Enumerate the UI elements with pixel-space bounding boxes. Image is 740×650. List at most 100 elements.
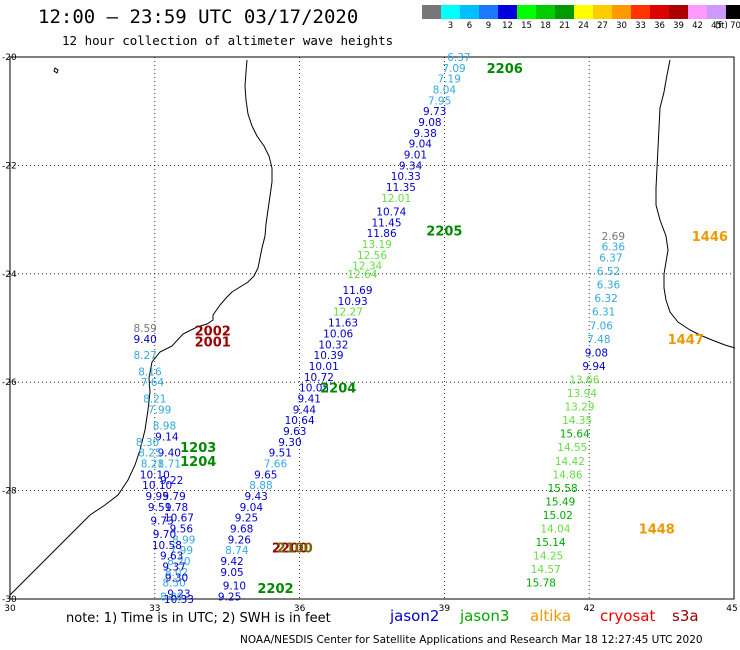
color-scale-cell bbox=[441, 5, 460, 19]
wave-height-value: 8.20 bbox=[167, 556, 190, 568]
wave-height-value: 10.32 bbox=[318, 339, 348, 351]
wave-height-value: 11.45 bbox=[371, 217, 401, 229]
wave-height-value: 8.74 bbox=[225, 545, 249, 557]
pass-time-label: 1203 bbox=[180, 441, 216, 456]
color-scale-cell bbox=[498, 5, 517, 19]
wave-height-value: 8.02 bbox=[165, 567, 188, 579]
wave-height-value: 7.95 bbox=[428, 95, 451, 107]
wave-height-value: 9.56 bbox=[170, 524, 194, 536]
wave-height-value: 9.30 bbox=[165, 572, 188, 584]
satellite-legend-cryosat: cryosat bbox=[600, 607, 656, 625]
wave-height-value: 9.79 bbox=[162, 491, 185, 503]
color-scale-label: 6 bbox=[466, 21, 473, 31]
wave-height-value: 8.88 bbox=[249, 480, 272, 492]
wave-height-value: 13.66 bbox=[569, 374, 599, 386]
wave-height-value: 10.10 bbox=[140, 469, 170, 481]
wave-height-value: 14.42 bbox=[555, 456, 585, 468]
color-scale-label: 30 bbox=[616, 21, 627, 31]
wave-height-value: 11.86 bbox=[367, 228, 397, 240]
wave-height-value: 8.98 bbox=[153, 421, 176, 433]
color-scale-label: 9 bbox=[485, 21, 492, 31]
wave-height-value: 14.04 bbox=[540, 524, 570, 536]
wave-height-value: 12.34 bbox=[352, 261, 382, 273]
satellite-legend-altika: altika bbox=[530, 607, 572, 625]
wave-height-value: 14.86 bbox=[552, 469, 582, 481]
wave-height-value: 9.78 bbox=[165, 502, 188, 514]
wave-height-value: 9.37 bbox=[162, 561, 185, 573]
wave-height-value: 9.44 bbox=[293, 404, 317, 416]
latitude-tick-label: -20 bbox=[2, 53, 17, 63]
wave-height-value: 14.55 bbox=[557, 442, 587, 454]
wave-height-value: 11.63 bbox=[328, 318, 358, 330]
color-scale-cell bbox=[726, 5, 740, 19]
pass-time-label: 2205 bbox=[426, 224, 462, 239]
wave-height-value: 6.52 bbox=[597, 266, 620, 278]
wave-height-value: 13.19 bbox=[362, 239, 392, 251]
island-outline bbox=[53, 67, 59, 74]
color-scale-cell bbox=[612, 5, 631, 19]
color-scale-cell bbox=[669, 5, 688, 19]
pass-time-label: 1204 bbox=[180, 455, 216, 470]
color-scale-label: 18 bbox=[540, 21, 551, 31]
color-scale-label: 12 bbox=[502, 21, 513, 31]
wave-height-value: 9.25 bbox=[235, 513, 258, 525]
wave-height-value: 6.32 bbox=[594, 293, 617, 305]
wave-height-value: 7.64 bbox=[141, 377, 165, 389]
wave-height-value: 10.06 bbox=[323, 328, 353, 340]
longitude-tick-label: 33 bbox=[149, 604, 160, 614]
color-scale-cell bbox=[536, 5, 555, 19]
color-scale-cell bbox=[555, 5, 574, 19]
color-scale-label: 21 bbox=[559, 21, 570, 31]
latitude-tick-label: -26 bbox=[2, 378, 17, 388]
wave-height-value: 9.41 bbox=[298, 393, 321, 405]
wave-height-value: 6.36 bbox=[597, 280, 621, 292]
color-scale-cell bbox=[574, 5, 593, 19]
wave-height-value: 7.99 bbox=[170, 545, 193, 557]
wave-height-value: 9.34 bbox=[399, 160, 423, 172]
wave-height-value: 7.06 bbox=[590, 320, 614, 332]
wave-height-value: 9.08 bbox=[418, 117, 441, 129]
wave-height-value: 10.64 bbox=[285, 415, 315, 427]
wave-height-value: 8.30 bbox=[136, 437, 159, 449]
wave-height-value: 9.65 bbox=[254, 469, 277, 481]
wave-height-value: 10.72 bbox=[304, 372, 334, 384]
color-scale-label: 39 bbox=[673, 21, 684, 31]
color-scale-cell bbox=[707, 5, 726, 19]
wave-height-value: 8.21 bbox=[143, 393, 166, 405]
wave-height-value: 9.94 bbox=[582, 361, 606, 373]
color-scale-cell bbox=[422, 5, 441, 19]
pass-time-label: 2202 bbox=[257, 582, 293, 597]
longitude-tick-label: 30 bbox=[4, 604, 16, 614]
latitude-tick-label: -30 bbox=[2, 595, 17, 605]
color-scale-label: 45 bbox=[711, 21, 722, 31]
madagascar-coastline bbox=[655, 59, 736, 349]
wave-height-value: 9.51 bbox=[148, 502, 171, 514]
wave-height-value: 6.37 bbox=[599, 253, 622, 265]
wave-height-value: 10.39 bbox=[314, 350, 344, 362]
wave-height-value: 9.63 bbox=[160, 551, 183, 563]
axis-labels: 30 33 36 39 42 45 -20 -22 -24 -26 -28 -30 bbox=[2, 53, 738, 614]
color-scale-cell bbox=[479, 5, 498, 19]
wave-height-value: 9.43 bbox=[244, 491, 267, 503]
wave-height-value: 9.04 bbox=[240, 502, 264, 514]
pass-time-label: 2200 bbox=[272, 542, 308, 557]
wave-height-value: 10.58 bbox=[152, 540, 182, 552]
longitude-tick-label: 39 bbox=[439, 604, 451, 614]
wave-height-value: 7.66 bbox=[264, 459, 288, 471]
wave-height-value: 9.63 bbox=[283, 426, 306, 438]
wave-height-value: 11.69 bbox=[342, 285, 372, 297]
color-scale-cell bbox=[593, 5, 612, 19]
pass-time-label: 1448 bbox=[639, 523, 675, 538]
wave-height-value: 10.10 bbox=[142, 480, 172, 492]
wave-height-value: 8.16 bbox=[138, 366, 162, 378]
wave-height-value: 8.25 bbox=[138, 448, 161, 460]
wave-height-value: 8.21 bbox=[141, 459, 164, 471]
page-subtitle: 12 hour collection of altimeter wave hei… bbox=[62, 33, 394, 48]
color-scale-cell bbox=[650, 5, 669, 19]
wave-height-labels: 6.377.097.198.047.959.739.089.389.049.01… bbox=[133, 52, 625, 606]
color-scale-label: 15 bbox=[521, 21, 532, 31]
wave-height-value: 9.42 bbox=[220, 556, 243, 568]
pass-time-label: 1447 bbox=[668, 333, 704, 348]
color-scale-label: 27 bbox=[597, 21, 608, 31]
wave-height-value: 10.74 bbox=[376, 206, 406, 218]
